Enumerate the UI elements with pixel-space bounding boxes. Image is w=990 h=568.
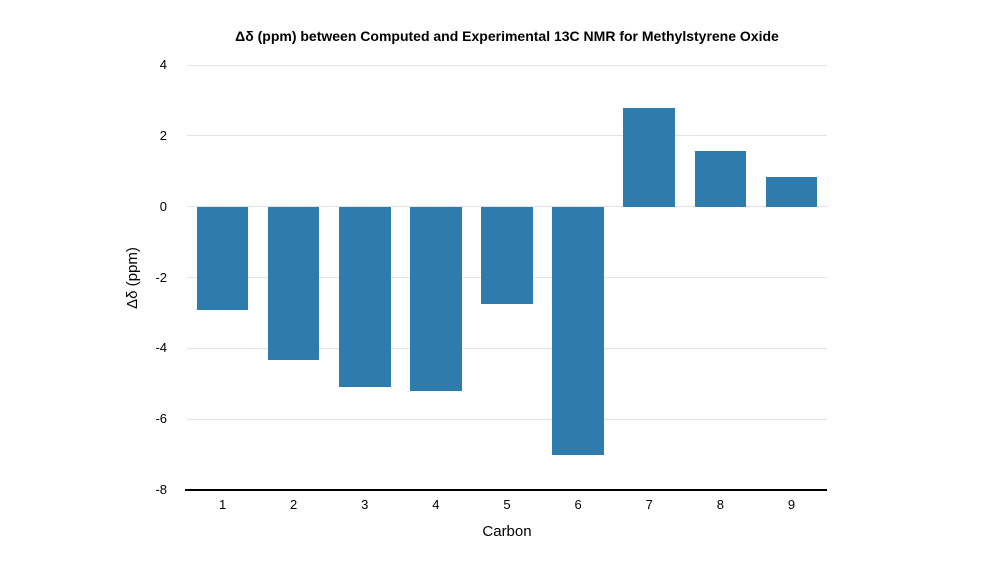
bar — [196, 206, 249, 311]
bar — [410, 206, 462, 391]
x-tick-label: 6 — [574, 497, 582, 512]
gridline — [187, 64, 827, 66]
bar — [552, 206, 604, 456]
bar — [694, 150, 747, 207]
x-tick-label: 9 — [787, 497, 796, 512]
x-tick-label: 2 — [290, 497, 298, 512]
y-tick-label: -6 — [155, 411, 167, 427]
chart-title: Δδ (ppm) between Computed and Experiment… — [235, 28, 779, 44]
x-axis-title: Carbon — [482, 523, 532, 540]
gridline — [187, 347, 827, 349]
x-tick-label: 8 — [716, 497, 724, 512]
x-tick-label: 1 — [218, 497, 227, 512]
x-axis-line — [185, 488, 827, 491]
bar — [623, 107, 675, 207]
bar — [765, 177, 818, 207]
y-tick-label: -2 — [155, 269, 167, 285]
x-tick-label: 3 — [361, 497, 369, 512]
x-tick-label: 5 — [503, 497, 511, 512]
y-tick-label: -4 — [155, 340, 167, 356]
y-tick-label: 2 — [159, 127, 167, 143]
y-tick-label: -8 — [155, 482, 167, 497]
bar — [481, 206, 533, 305]
bar — [267, 206, 320, 360]
x-tick-label: 4 — [432, 497, 440, 512]
gridline — [187, 418, 827, 420]
y-tick-label: 4 — [159, 57, 167, 72]
x-tick-label: 7 — [645, 497, 653, 512]
y-tick-label: 0 — [159, 198, 167, 214]
bar — [339, 206, 391, 387]
plot-area — [185, 64, 827, 491]
gridline — [187, 135, 827, 137]
